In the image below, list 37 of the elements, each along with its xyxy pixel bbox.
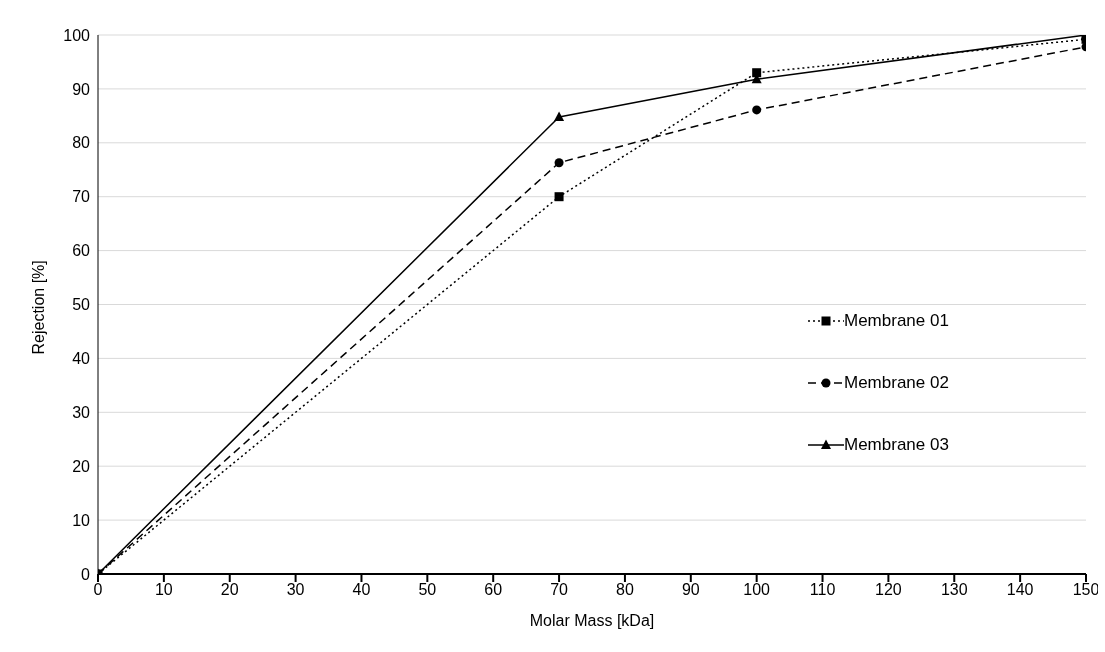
x-tick-label: 30 xyxy=(286,581,305,599)
y-tick-label: 60 xyxy=(72,242,91,260)
x-tick-label: 120 xyxy=(875,581,902,599)
legend-label: Membrane 01 xyxy=(844,311,949,331)
x-tick-label: 140 xyxy=(1006,581,1034,599)
x-tick-label: 20 xyxy=(220,581,239,599)
y-tick-label: 10 xyxy=(72,511,91,529)
point xyxy=(554,192,564,202)
x-tick-label: 50 xyxy=(418,581,437,599)
x-tick-label: 80 xyxy=(616,581,634,599)
x-tick-label: 100 xyxy=(743,581,771,599)
y-tick-label: 90 xyxy=(72,80,91,98)
x-tick-label: 90 xyxy=(681,581,700,599)
x-tick-label: 10 xyxy=(154,581,173,599)
x-tick-label: 110 xyxy=(809,581,836,599)
x-tick-label: 0 xyxy=(93,581,103,599)
y-tick-label: 100 xyxy=(63,26,91,44)
y-tick-label: 70 xyxy=(72,188,91,206)
point xyxy=(752,105,762,115)
legend-label: Membrane 03 xyxy=(844,435,949,455)
legend-label: Membrane 02 xyxy=(844,373,949,393)
x-tick-label: 70 xyxy=(550,581,569,599)
y-tick-label: 40 xyxy=(72,350,91,368)
y-tick-label: 50 xyxy=(72,296,91,314)
point xyxy=(554,111,565,121)
y-axis-title: Rejection [%] xyxy=(29,260,47,355)
y-tick-label: 80 xyxy=(72,134,91,152)
x-tick-label: 150 xyxy=(1072,581,1100,599)
y-tick-label: 0 xyxy=(81,565,91,583)
x-tick-label: 60 xyxy=(484,581,503,599)
point xyxy=(554,158,564,168)
x-tick-label: 40 xyxy=(352,581,371,599)
x-axis-title: Molar Mass [kDa] xyxy=(529,612,655,629)
x-tick-label: 130 xyxy=(940,581,968,599)
y-tick-label: 20 xyxy=(72,457,91,475)
y-tick-label: 30 xyxy=(72,403,91,421)
point xyxy=(752,68,762,78)
